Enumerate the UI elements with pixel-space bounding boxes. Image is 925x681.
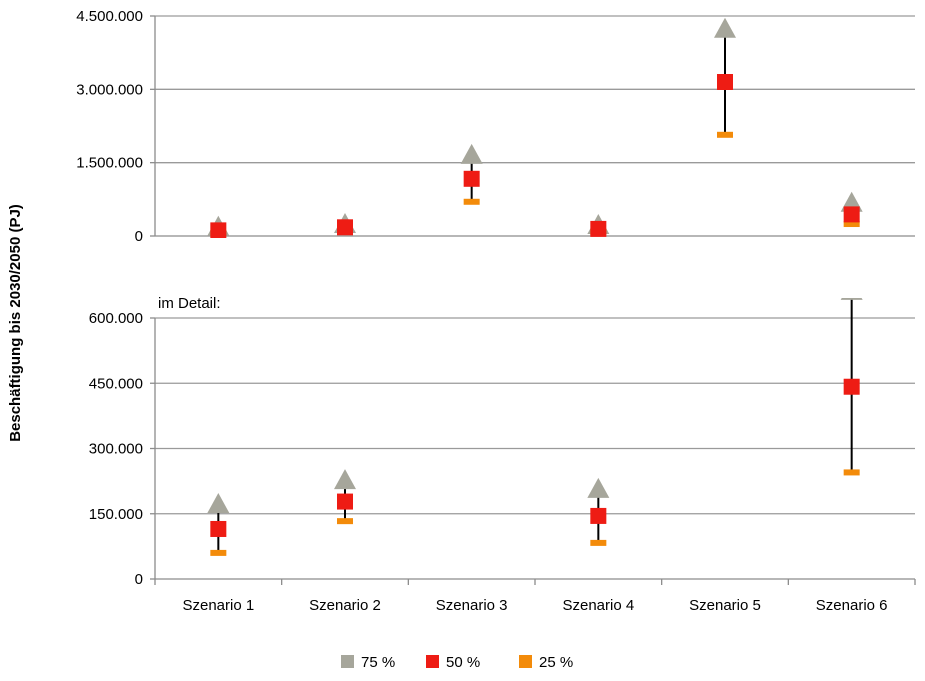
legend-label: 50 %	[446, 654, 480, 671]
x-tick-label: Szenario 4	[562, 597, 634, 614]
x-axis-tick-labels: Szenario 1 Szenario 2 Szenario 3 Szenario 4…	[182, 597, 887, 614]
y-tick-label: 600.000	[89, 310, 143, 327]
legend-label: 25 %	[539, 654, 573, 671]
marker-50-square	[590, 220, 607, 237]
marker-75-triangle	[207, 493, 230, 514]
y-axis-label: Beschäftigung bis 2030/2050 (PJ)	[7, 204, 24, 442]
marker-50-square	[210, 520, 227, 537]
legend-swatch	[519, 655, 532, 668]
legend-swatch	[426, 655, 439, 668]
marker-25-dash	[463, 198, 480, 205]
marker-50-square	[843, 206, 860, 223]
marker-75-triangle	[460, 143, 483, 164]
marker-25-dash	[464, 272, 480, 278]
marker-50-square	[717, 74, 733, 90]
marker-25-dash	[210, 549, 227, 556]
y-tick-label: 3.000.000	[76, 81, 143, 98]
y-tick-label: 450.000	[89, 375, 143, 392]
marker-25-dash	[337, 518, 353, 525]
marker-50-square	[210, 222, 227, 238]
marker-25-dash	[843, 469, 860, 476]
overview-panel: 0 1.500.000 3.000.000 4.500.000	[76, 8, 915, 245]
marker-50-square	[337, 219, 353, 236]
x-tick-label: Szenario 1	[182, 597, 254, 614]
detail-panel: 0 150.000 300.000 450.000 600.000 im Detail:	[89, 62, 916, 588]
marker-50-square	[464, 62, 480, 78]
y-tick-label: 0	[135, 571, 143, 588]
legend-label: 75 %	[361, 654, 395, 671]
panel-note: im Detail:	[158, 295, 221, 312]
x-tick-label: Szenario 6	[816, 597, 888, 614]
y-tick-label: 0	[135, 228, 143, 245]
marker-25-dash	[843, 221, 860, 228]
marker-25-dash	[717, 131, 733, 138]
panel-data	[207, 62, 863, 556]
marker-50-square	[590, 507, 607, 524]
x-tick-label: Szenario 3	[436, 597, 508, 614]
legend: 75 % 50 % 25 %	[341, 654, 573, 671]
marker-25-dash	[590, 539, 607, 546]
marker-50-square	[337, 493, 353, 510]
y-tick-label: 150.000	[89, 506, 143, 523]
panel-data	[207, 17, 863, 238]
marker-75-triangle	[714, 17, 736, 38]
x-tick-label: Szenario 2	[309, 597, 381, 614]
marker-75-triangle	[840, 298, 863, 300]
y-tick-label: 300.000	[89, 441, 143, 458]
marker-50-square	[843, 378, 860, 395]
marker-75-triangle	[587, 477, 610, 498]
x-tick-label: Szenario 5	[689, 597, 761, 614]
legend-swatch	[341, 655, 354, 668]
marker-75-triangle	[334, 469, 356, 490]
y-tick-label: 4.500.000	[76, 8, 143, 25]
y-tick-label: 1.500.000	[76, 155, 143, 172]
marker-50-square	[463, 170, 480, 187]
